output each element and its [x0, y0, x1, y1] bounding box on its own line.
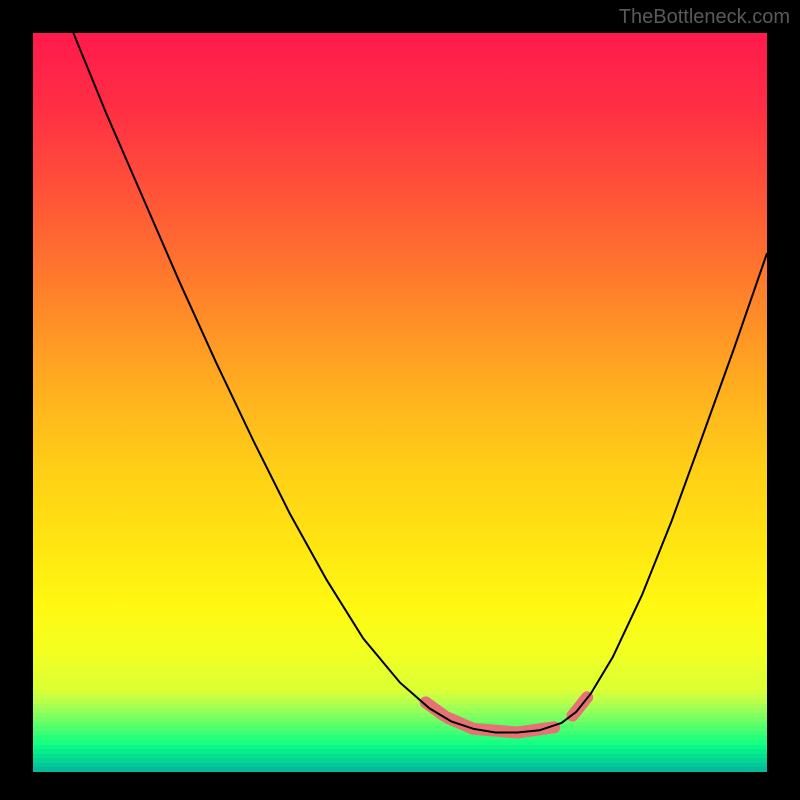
green-strip [33, 767, 767, 772]
watermark-text: TheBottleneck.com [619, 6, 790, 29]
plot-area [33, 33, 767, 767]
bottleneck-curve [33, 33, 767, 767]
highlight-segment [426, 702, 444, 715]
